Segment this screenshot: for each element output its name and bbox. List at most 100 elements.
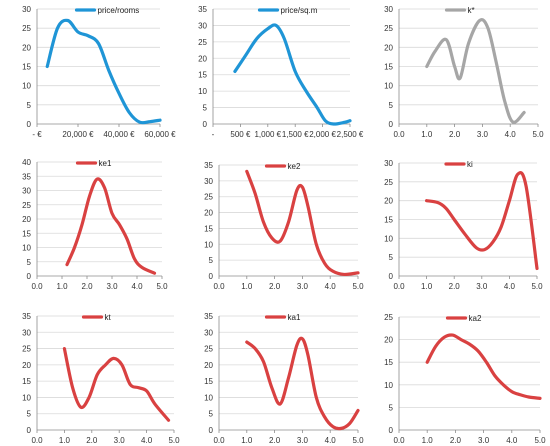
x-tick-label: 4.0 (505, 130, 517, 139)
y-tick-label: 15 (204, 224, 213, 233)
x-tick-label: 5.0 (352, 282, 364, 291)
x-tick-label: 20,000 € (62, 130, 94, 139)
y-tick-label: 15 (22, 229, 31, 238)
x-tick-label: 1.0 (241, 436, 253, 445)
x-tick-label: 4.0 (141, 436, 153, 445)
y-tick-label: 25 (22, 24, 31, 33)
y-tick-label: 30 (384, 159, 393, 168)
x-tick-label: 3.0 (114, 436, 126, 445)
y-tick-label: 15 (384, 216, 393, 225)
y-tick-label: 20 (22, 215, 31, 224)
y-tick-label: 10 (22, 244, 31, 253)
x-tick-label: 2.0 (449, 282, 461, 291)
chart-panel-5: 0 5 10 15 20 25 30 35 0.0 1.0 2.0 3.0 4.0 5.0 ke2 (204, 161, 364, 291)
x-tick-label: 1.0 (59, 436, 71, 445)
x-tick-label: 60,000 € (144, 130, 176, 139)
chart-panel-8: 0 5 10 15 20 25 30 35 0.0 1.0 2.0 3.0 4.0 5.0 ka1 (204, 312, 364, 445)
x-tick-label: 4.0 (131, 282, 143, 291)
x-tick-label: 4.0 (506, 436, 518, 445)
x-tick-label: 1.0 (421, 130, 433, 139)
x-tick-label: 0.0 (31, 282, 43, 291)
x-tick-label: 5.0 (531, 282, 543, 291)
x-tick-label: 2.0 (86, 436, 98, 445)
y-tick-label: 20 (22, 361, 31, 370)
y-tick-label: 25 (22, 201, 31, 210)
y-tick-label: 15 (384, 358, 393, 367)
y-tick-label: 25 (204, 193, 213, 202)
x-tick-label: 5.0 (156, 282, 168, 291)
legend-label: price/sq.m (281, 6, 318, 15)
y-tick-label: 30 (22, 187, 31, 196)
y-tick-label: 30 (384, 5, 393, 14)
series-line (65, 177, 157, 275)
chart-panel-1: 0 5 10 15 20 25 30 - € 20,000 € 40,000 € 60,000 € p… (22, 5, 176, 139)
x-tick-label: 2.0 (450, 436, 462, 445)
y-tick-label: 10 (384, 381, 393, 390)
x-tick-label: 2,000 € (309, 130, 336, 139)
x-tick-label: 5.0 (534, 436, 546, 445)
series-line (233, 23, 352, 126)
y-tick-label: 35 (204, 312, 213, 321)
y-tick-label: 10 (204, 393, 213, 402)
legend-label: ke1 (99, 159, 112, 168)
y-tick-label: 0 (27, 120, 32, 129)
x-tick-label: - € (32, 130, 42, 139)
x-tick-label: 3.0 (297, 436, 309, 445)
y-tick-label: 5 (209, 410, 214, 419)
y-tick-label: 15 (22, 63, 31, 72)
y-tick-label: 30 (22, 328, 31, 337)
series-line (425, 171, 539, 271)
x-tick-label: 0.0 (213, 282, 225, 291)
y-tick-label: 5 (389, 253, 394, 262)
y-tick-label: 0 (203, 120, 208, 129)
x-tick-label: 2.0 (449, 130, 461, 139)
series-line (45, 18, 162, 125)
series-line (425, 333, 542, 400)
y-tick-label: 0 (209, 272, 214, 281)
legend-label: ki (467, 160, 473, 169)
y-tick-label: 10 (198, 87, 207, 96)
x-tick-label: 2.0 (81, 282, 93, 291)
y-tick-label: 5 (209, 256, 214, 265)
y-tick-label: 20 (204, 361, 213, 370)
x-tick-label: 5.0 (168, 436, 180, 445)
y-tick-label: 10 (22, 393, 31, 402)
y-tick-label: 30 (22, 5, 31, 14)
x-tick-label: 1,000 € (254, 130, 281, 139)
y-tick-label: 30 (198, 21, 207, 30)
y-tick-label: 10 (384, 234, 393, 243)
y-tick-label: 40 (22, 158, 31, 167)
y-tick-label: 15 (22, 377, 31, 386)
x-tick-label: 1.0 (421, 282, 433, 291)
y-tick-label: 20 (22, 43, 31, 52)
y-tick-label: 5 (203, 104, 208, 113)
x-tick-label: 4.0 (325, 436, 337, 445)
x-tick-label: 0.0 (393, 282, 405, 291)
x-tick-label: 2.0 (269, 436, 281, 445)
series-line (245, 336, 360, 431)
chart-panel-4: 0 5 10 15 20 25 30 35 40 0.0 1.0 2.0 3.0 4.0 5.0 ke1 (22, 158, 168, 291)
y-tick-label: 10 (204, 240, 213, 249)
y-tick-label: 30 (204, 328, 213, 337)
x-tick-label: 3.0 (478, 436, 490, 445)
y-tick-label: 10 (22, 82, 31, 91)
legend-label: ka2 (469, 314, 482, 323)
y-tick-label: 25 (384, 313, 393, 322)
x-tick-label: 4.0 (504, 282, 516, 291)
x-tick-label: 1.0 (56, 282, 68, 291)
x-tick-label: 1.0 (422, 436, 434, 445)
y-tick-label: 0 (209, 426, 214, 435)
y-tick-label: 25 (384, 178, 393, 187)
y-tick-label: 5 (389, 403, 394, 412)
chart-panel-9: 0 5 10 15 20 25 0.0 1.0 2.0 3.0 4.0 5.0 ka2 (384, 313, 546, 445)
y-tick-label: 20 (384, 43, 393, 52)
y-tick-label: 30 (204, 177, 213, 186)
y-tick-label: 25 (22, 345, 31, 354)
y-tick-label: 20 (384, 336, 393, 345)
y-tick-label: 20 (204, 209, 213, 218)
x-tick-label: 0.0 (213, 436, 225, 445)
series-line (425, 18, 526, 124)
y-tick-label: 5 (389, 101, 394, 110)
y-tick-label: 5 (27, 258, 32, 267)
